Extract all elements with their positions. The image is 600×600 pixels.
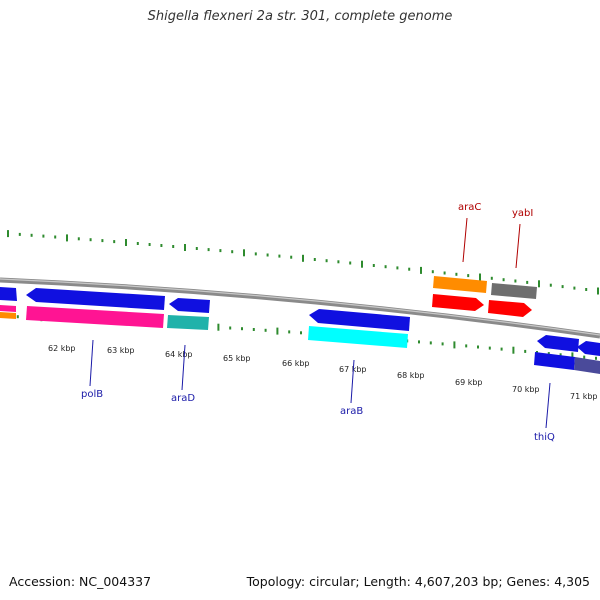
gene-label-polb[interactable]: polB [81, 389, 103, 400]
genome-backbone [0, 277, 600, 339]
gene-feature[interactable] [574, 357, 600, 374]
genome-backbone-highlight [0, 278, 600, 336]
accession-text: Accession: NC_004337 [9, 574, 152, 589]
kbp-label: 69 kbp [455, 378, 483, 387]
gene-label-arad[interactable]: araD [171, 393, 195, 404]
gene-feature[interactable] [167, 315, 209, 330]
gene-label-arab[interactable]: araB [340, 406, 363, 417]
kbp-label: 70 kbp [512, 385, 540, 394]
gene-feature[interactable] [534, 352, 575, 370]
gene-label-arac[interactable]: araC [458, 202, 481, 213]
gene-feature[interactable] [491, 283, 537, 299]
gene-label-thiq[interactable]: thiQ [534, 432, 555, 443]
gene-feature[interactable] [26, 306, 164, 328]
gene-labels: polB araD araB thiQ araC yabI [81, 202, 555, 443]
gene-feature[interactable] [577, 341, 600, 356]
kbp-label: 66 kbp [282, 359, 310, 368]
gene-feature[interactable] [0, 287, 17, 301]
gene-features [0, 276, 600, 374]
kbp-label: 62 kbp [48, 344, 76, 353]
kbp-label: 67 kbp [339, 365, 367, 374]
gene-feature[interactable] [309, 309, 410, 331]
topology-summary: Topology: circular; Length: 4,607,203 bp… [246, 574, 590, 589]
gene-feature[interactable] [432, 294, 484, 311]
kbp-label: 71 kbp [570, 392, 598, 401]
kbp-label: 64 kbp [165, 350, 193, 359]
map-title: Shigella flexneri 2a str. 301, complete … [147, 9, 453, 24]
gene-feature[interactable] [0, 305, 16, 312]
gene-leader-lines [89, 217, 551, 429]
outer-tick-ring [7, 230, 599, 295]
gene-feature[interactable] [0, 312, 16, 319]
kbp-scale-labels: 62 kbp 63 kbp 64 kbp 65 kbp 66 kbp 67 kbp 68 k… [48, 344, 598, 401]
kbp-label: 65 kbp [223, 354, 251, 363]
gene-feature[interactable] [169, 298, 210, 313]
gene-feature[interactable] [433, 276, 487, 293]
gene-feature[interactable] [308, 326, 408, 348]
kbp-label: 68 kbp [397, 371, 425, 380]
gene-feature[interactable] [26, 288, 165, 310]
gene-feature[interactable] [488, 300, 532, 317]
gene-label-yabi[interactable]: yabI [512, 208, 533, 219]
kbp-label: 63 kbp [107, 346, 135, 355]
gene-feature[interactable] [537, 335, 579, 352]
